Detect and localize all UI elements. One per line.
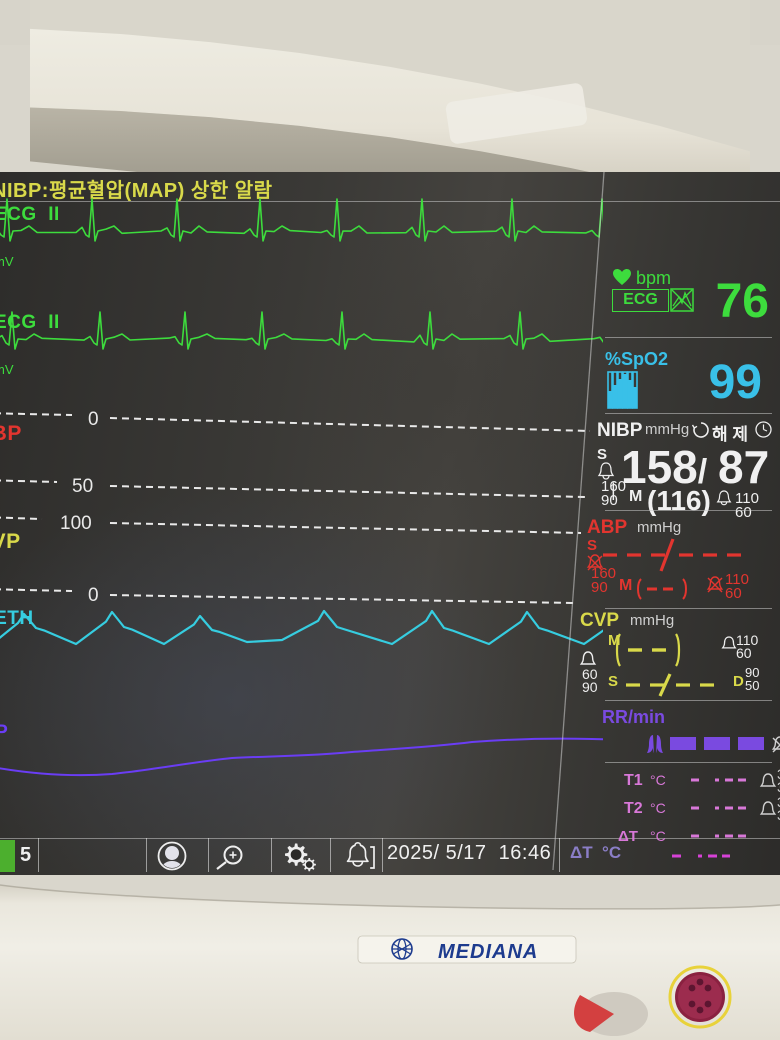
svg-text:50: 50 — [72, 476, 93, 497]
svg-text:0: 0 — [88, 409, 99, 430]
svg-text:MEDIANA: MEDIANA — [438, 941, 538, 963]
svg-text:100: 100 — [60, 513, 92, 534]
